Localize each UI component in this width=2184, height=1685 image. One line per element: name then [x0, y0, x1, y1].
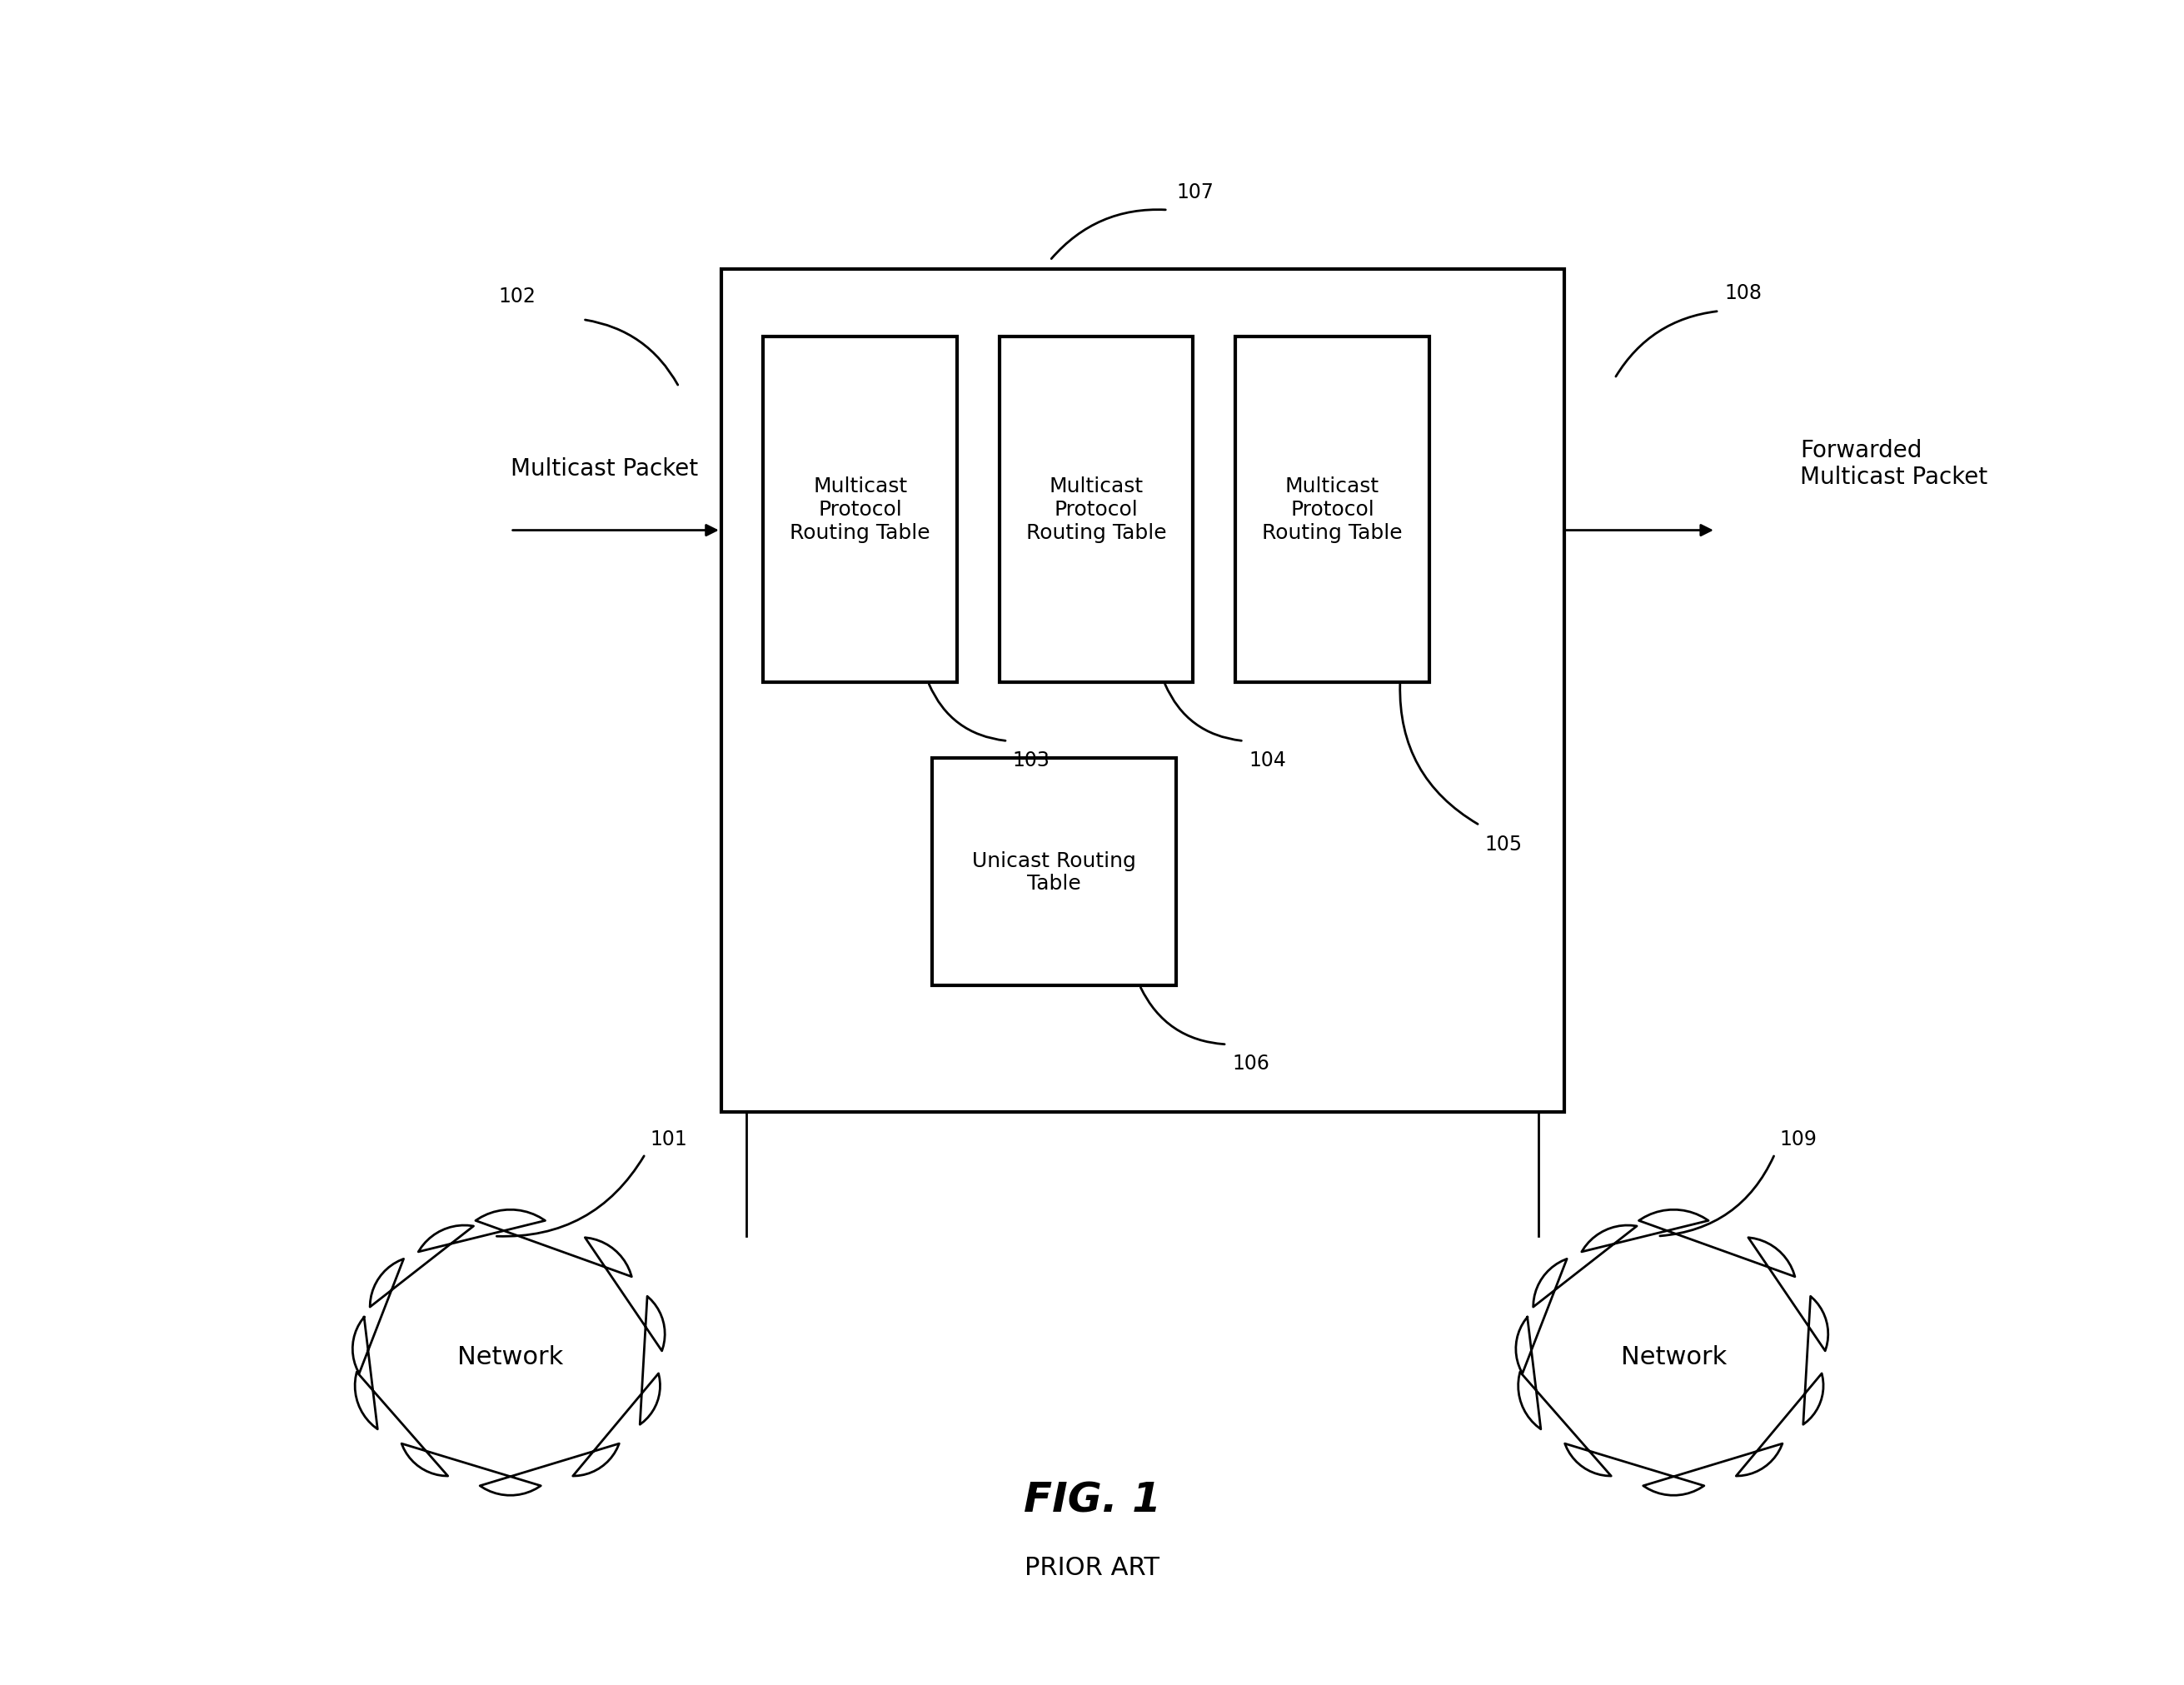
- Text: 101: 101: [651, 1129, 688, 1149]
- Bar: [721, 270, 1564, 1112]
- Text: 106: 106: [1232, 1053, 1269, 1073]
- Text: 102: 102: [498, 286, 535, 307]
- Text: 103: 103: [1013, 750, 1051, 770]
- Text: Multicast Packet: Multicast Packet: [511, 457, 699, 480]
- Text: 108: 108: [1723, 283, 1762, 303]
- Bar: [762, 337, 957, 682]
- Text: PRIOR ART: PRIOR ART: [1024, 1555, 1160, 1579]
- Text: 104: 104: [1249, 750, 1286, 770]
- Text: Network: Network: [1621, 1345, 1728, 1368]
- Text: Network: Network: [456, 1345, 563, 1368]
- Text: Multicast
Protocol
Routing Table: Multicast Protocol Routing Table: [1026, 477, 1166, 543]
- Text: Unicast Routing
Table: Unicast Routing Table: [972, 851, 1136, 893]
- Polygon shape: [352, 1210, 664, 1495]
- Bar: [1236, 337, 1428, 682]
- Text: FIG. 1: FIG. 1: [1024, 1479, 1160, 1520]
- Text: Multicast
Protocol
Routing Table: Multicast Protocol Routing Table: [1262, 477, 1402, 543]
- Bar: [933, 758, 1177, 986]
- Text: 105: 105: [1485, 834, 1522, 854]
- Text: 107: 107: [1177, 182, 1214, 202]
- Polygon shape: [1516, 1210, 1828, 1495]
- Text: 109: 109: [1780, 1129, 1817, 1149]
- Text: Multicast
Protocol
Routing Table: Multicast Protocol Routing Table: [791, 477, 930, 543]
- Bar: [1000, 337, 1192, 682]
- Text: Forwarded
Multicast Packet: Forwarded Multicast Packet: [1800, 438, 1987, 489]
